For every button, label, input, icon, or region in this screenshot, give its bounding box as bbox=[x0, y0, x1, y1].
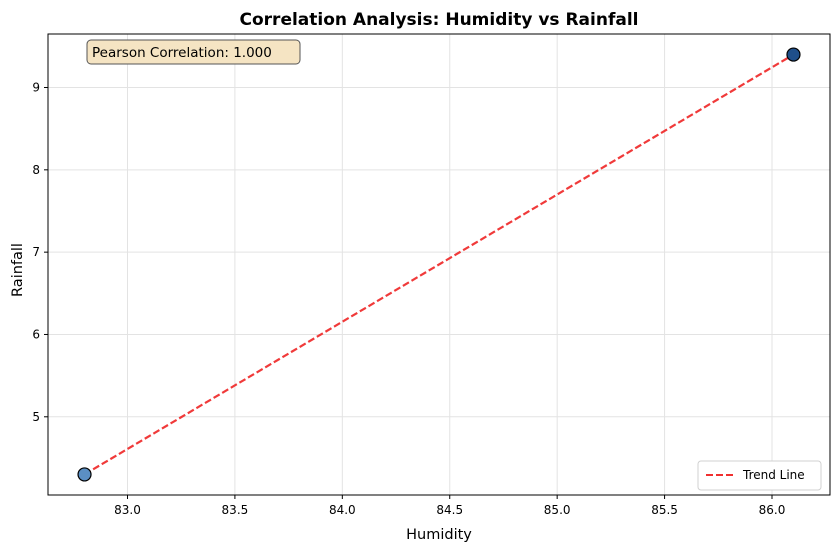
legend-trend-label: Trend Line bbox=[742, 468, 805, 482]
chart-title: Correlation Analysis: Humidity vs Rainfa… bbox=[240, 10, 639, 30]
x-tick-label: 84.0 bbox=[329, 503, 356, 517]
correlation-annotation: Pearson Correlation: 1.000 bbox=[86, 39, 301, 65]
trend-line bbox=[83, 53, 795, 476]
plot-frame bbox=[47, 33, 831, 496]
data-point bbox=[77, 467, 92, 482]
x-tick-label: 84.5 bbox=[436, 503, 463, 517]
x-tick-label: 83.0 bbox=[114, 503, 141, 517]
y-tick-label: 8 bbox=[32, 163, 40, 177]
y-tick-label: 5 bbox=[32, 410, 40, 424]
y-tick-label: 9 bbox=[32, 81, 40, 95]
x-tick-label: 85.0 bbox=[544, 503, 571, 517]
legend: Trend Line bbox=[697, 460, 822, 491]
y-tick-label: 6 bbox=[32, 327, 40, 341]
data-point bbox=[786, 47, 801, 62]
x-axis-ticks: 83.0 83.5 84.0 84.5 85.0 85.5 86.0 bbox=[114, 495, 785, 517]
x-tick-label: 86.0 bbox=[759, 503, 786, 517]
y-axis-ticks: 5 6 7 8 9 bbox=[32, 81, 48, 424]
x-tick-label: 85.5 bbox=[651, 503, 678, 517]
y-axis-label: Rainfall bbox=[10, 243, 26, 297]
legend-frame bbox=[697, 460, 822, 491]
y-tick-label: 7 bbox=[32, 245, 40, 259]
points-layer bbox=[77, 47, 801, 482]
x-axis-label: Humidity bbox=[406, 527, 472, 543]
x-tick-label: 83.5 bbox=[222, 503, 249, 517]
grid bbox=[48, 34, 830, 495]
annotation-box bbox=[86, 39, 301, 65]
trend-layer bbox=[83, 53, 795, 476]
annotation-text: Pearson Correlation: 1.000 bbox=[92, 45, 272, 61]
